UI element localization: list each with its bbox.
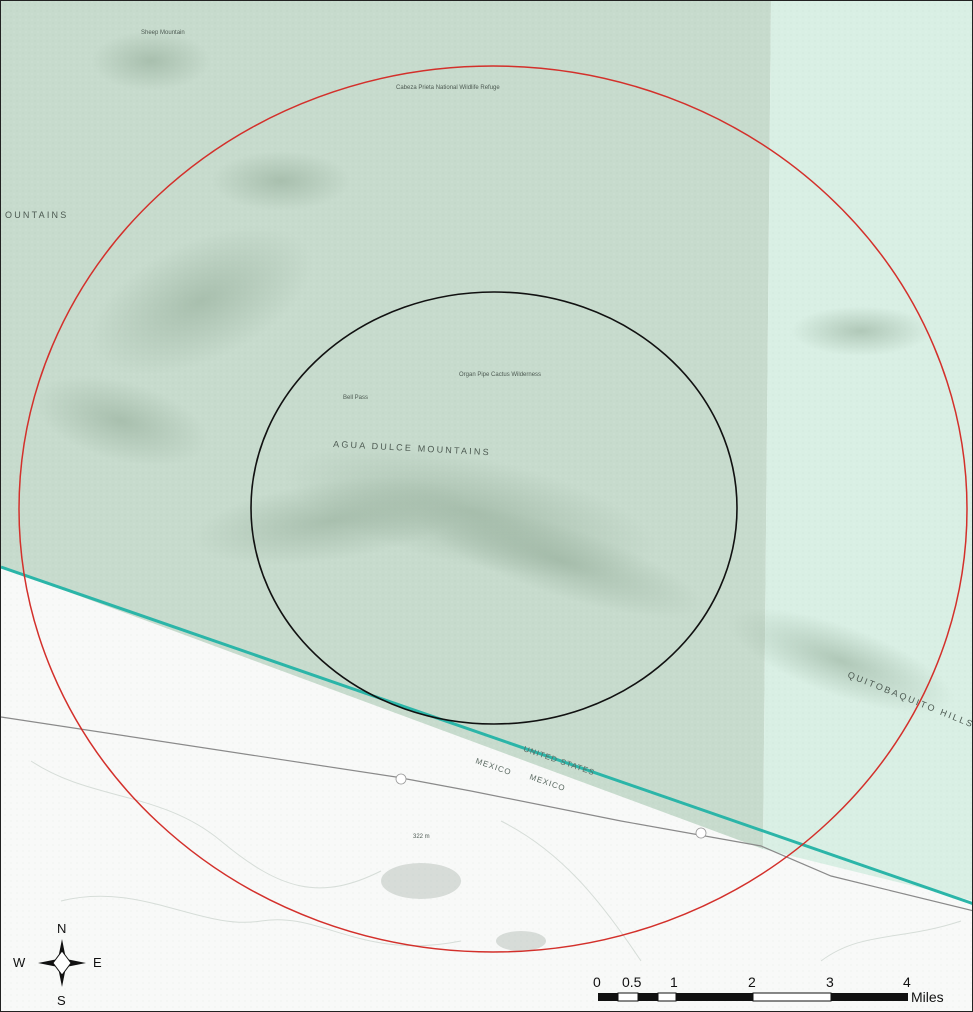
scale-seg — [657, 992, 677, 1002]
label-elevation: 322 m — [413, 834, 430, 840]
compass-e: E — [93, 955, 102, 970]
scale-seg — [617, 992, 639, 1002]
label-bell-pass: Bell Pass — [343, 395, 368, 401]
north-arrow: N S E W — [13, 921, 102, 1008]
scale-tick-3: 3 — [826, 974, 834, 990]
scale-unit: Miles — [911, 989, 944, 1005]
international-border — [1, 565, 972, 905]
scale-tick-0: 0 — [593, 974, 601, 990]
highway-shield-icon — [695, 827, 707, 839]
compass-w: W — [13, 955, 26, 970]
compass-n: N — [57, 921, 66, 936]
scale-seg — [831, 993, 908, 1001]
label-mountains-left: OUNTAINS — [5, 210, 68, 220]
label-sheep-mountain: Sheep Mountain — [141, 30, 185, 36]
scale-tick-05: 0.5 — [622, 974, 642, 990]
inner-buffer-circle[interactable] — [250, 291, 738, 725]
compass-s: S — [57, 993, 66, 1008]
scale-seg — [676, 993, 753, 1001]
terrain-hillshade — [33, 31, 955, 951]
contour-lines — [30, 760, 962, 962]
scale-tick-2: 2 — [748, 974, 756, 990]
highway-shield-icon — [395, 773, 407, 785]
label-organ-pipe-wilderness: Organ Pipe Cactus Wilderness — [459, 372, 541, 378]
label-cabeza-prieta-refuge: Cabeza Prieta National Wildlife Refuge — [396, 85, 500, 91]
scale-tick-1: 1 — [670, 974, 678, 990]
scale-bar: 0 0.5 1 2 3 4 Miles — [593, 974, 944, 1005]
scale-seg — [752, 992, 832, 1002]
scale-seg — [638, 993, 658, 1001]
outer-buffer-circle[interactable] — [18, 65, 968, 953]
scale-tick-4: 4 — [903, 974, 911, 990]
scale-seg — [598, 993, 618, 1001]
